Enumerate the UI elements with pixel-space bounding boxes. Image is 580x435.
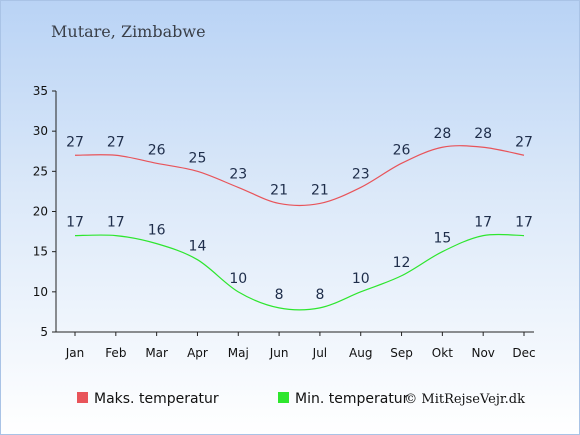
x-tick-label: Dec bbox=[512, 346, 535, 360]
y-tick-label: 35 bbox=[33, 84, 48, 98]
max-data-label: 27 bbox=[66, 134, 84, 150]
x-tick-label: Feb bbox=[105, 346, 126, 360]
max-data-label: 26 bbox=[148, 142, 166, 158]
y-tick-label: 20 bbox=[33, 205, 48, 219]
max-data-label: 25 bbox=[189, 150, 207, 166]
x-tick-label: Maj bbox=[228, 346, 249, 360]
y-tick-label: 25 bbox=[33, 164, 48, 178]
y-tick-label: 30 bbox=[33, 124, 48, 138]
min-data-label: 17 bbox=[515, 215, 533, 231]
min-data-label: 14 bbox=[189, 239, 207, 255]
max-data-label: 21 bbox=[311, 182, 329, 198]
min-data-label: 17 bbox=[474, 215, 492, 231]
x-tick-label: Nov bbox=[471, 346, 494, 360]
max-data-label: 21 bbox=[270, 182, 288, 198]
min-data-label: 10 bbox=[352, 271, 370, 287]
y-tick-label: 5 bbox=[40, 325, 48, 339]
y-tick-label: 15 bbox=[33, 245, 48, 259]
x-tick-label: Mar bbox=[145, 346, 168, 360]
max-data-label: 28 bbox=[474, 126, 492, 142]
min-data-label: 8 bbox=[315, 287, 324, 303]
min-data-label: 8 bbox=[275, 287, 284, 303]
max-data-label: 27 bbox=[107, 134, 125, 150]
legend: Maks. temperatur Min. temperatur bbox=[77, 391, 409, 407]
max-temperature-line bbox=[74, 145, 525, 207]
min-legend-swatch bbox=[278, 392, 289, 403]
min-data-label: 16 bbox=[148, 223, 166, 239]
data-labels: 27 27 26 25 23 21 21 23 26 28 28 27 17 17 16 14 10 8 8 10 12… bbox=[66, 126, 533, 303]
x-tick-label: Sep bbox=[390, 346, 413, 360]
x-tick-label: Jan bbox=[65, 346, 85, 360]
chart-title: Mutare, Zimbabwe bbox=[51, 22, 206, 41]
min-data-label: 10 bbox=[229, 271, 247, 287]
min-data-label: 12 bbox=[393, 255, 411, 271]
x-tick-label: Aug bbox=[349, 346, 372, 360]
series-lines bbox=[74, 145, 525, 311]
x-tick-label: Jul bbox=[312, 346, 327, 360]
max-legend-label: Maks. temperatur bbox=[94, 391, 219, 407]
axes: 5 10 15 20 25 30 35 Jan Feb Mar Apr Maj Jun Jul Aug Sep… bbox=[33, 84, 536, 360]
min-data-label: 17 bbox=[107, 215, 125, 231]
max-legend-swatch bbox=[77, 392, 88, 403]
x-tick-label: Okt bbox=[432, 346, 453, 360]
min-data-label: 17 bbox=[66, 215, 84, 231]
max-data-label: 23 bbox=[229, 166, 247, 182]
min-data-label: 15 bbox=[433, 231, 451, 247]
y-tick-label: 10 bbox=[33, 285, 48, 299]
copyright-text: © MitRejseVejr.dk bbox=[404, 392, 525, 407]
max-data-label: 23 bbox=[352, 166, 370, 182]
max-data-label: 28 bbox=[433, 126, 451, 142]
x-tick-label: Apr bbox=[187, 346, 208, 360]
max-data-label: 27 bbox=[515, 134, 533, 150]
min-temperature-line bbox=[74, 233, 525, 311]
min-legend-label: Min. temperatur bbox=[295, 391, 409, 407]
x-tick-label: Jun bbox=[269, 346, 289, 360]
max-data-label: 26 bbox=[393, 142, 411, 158]
